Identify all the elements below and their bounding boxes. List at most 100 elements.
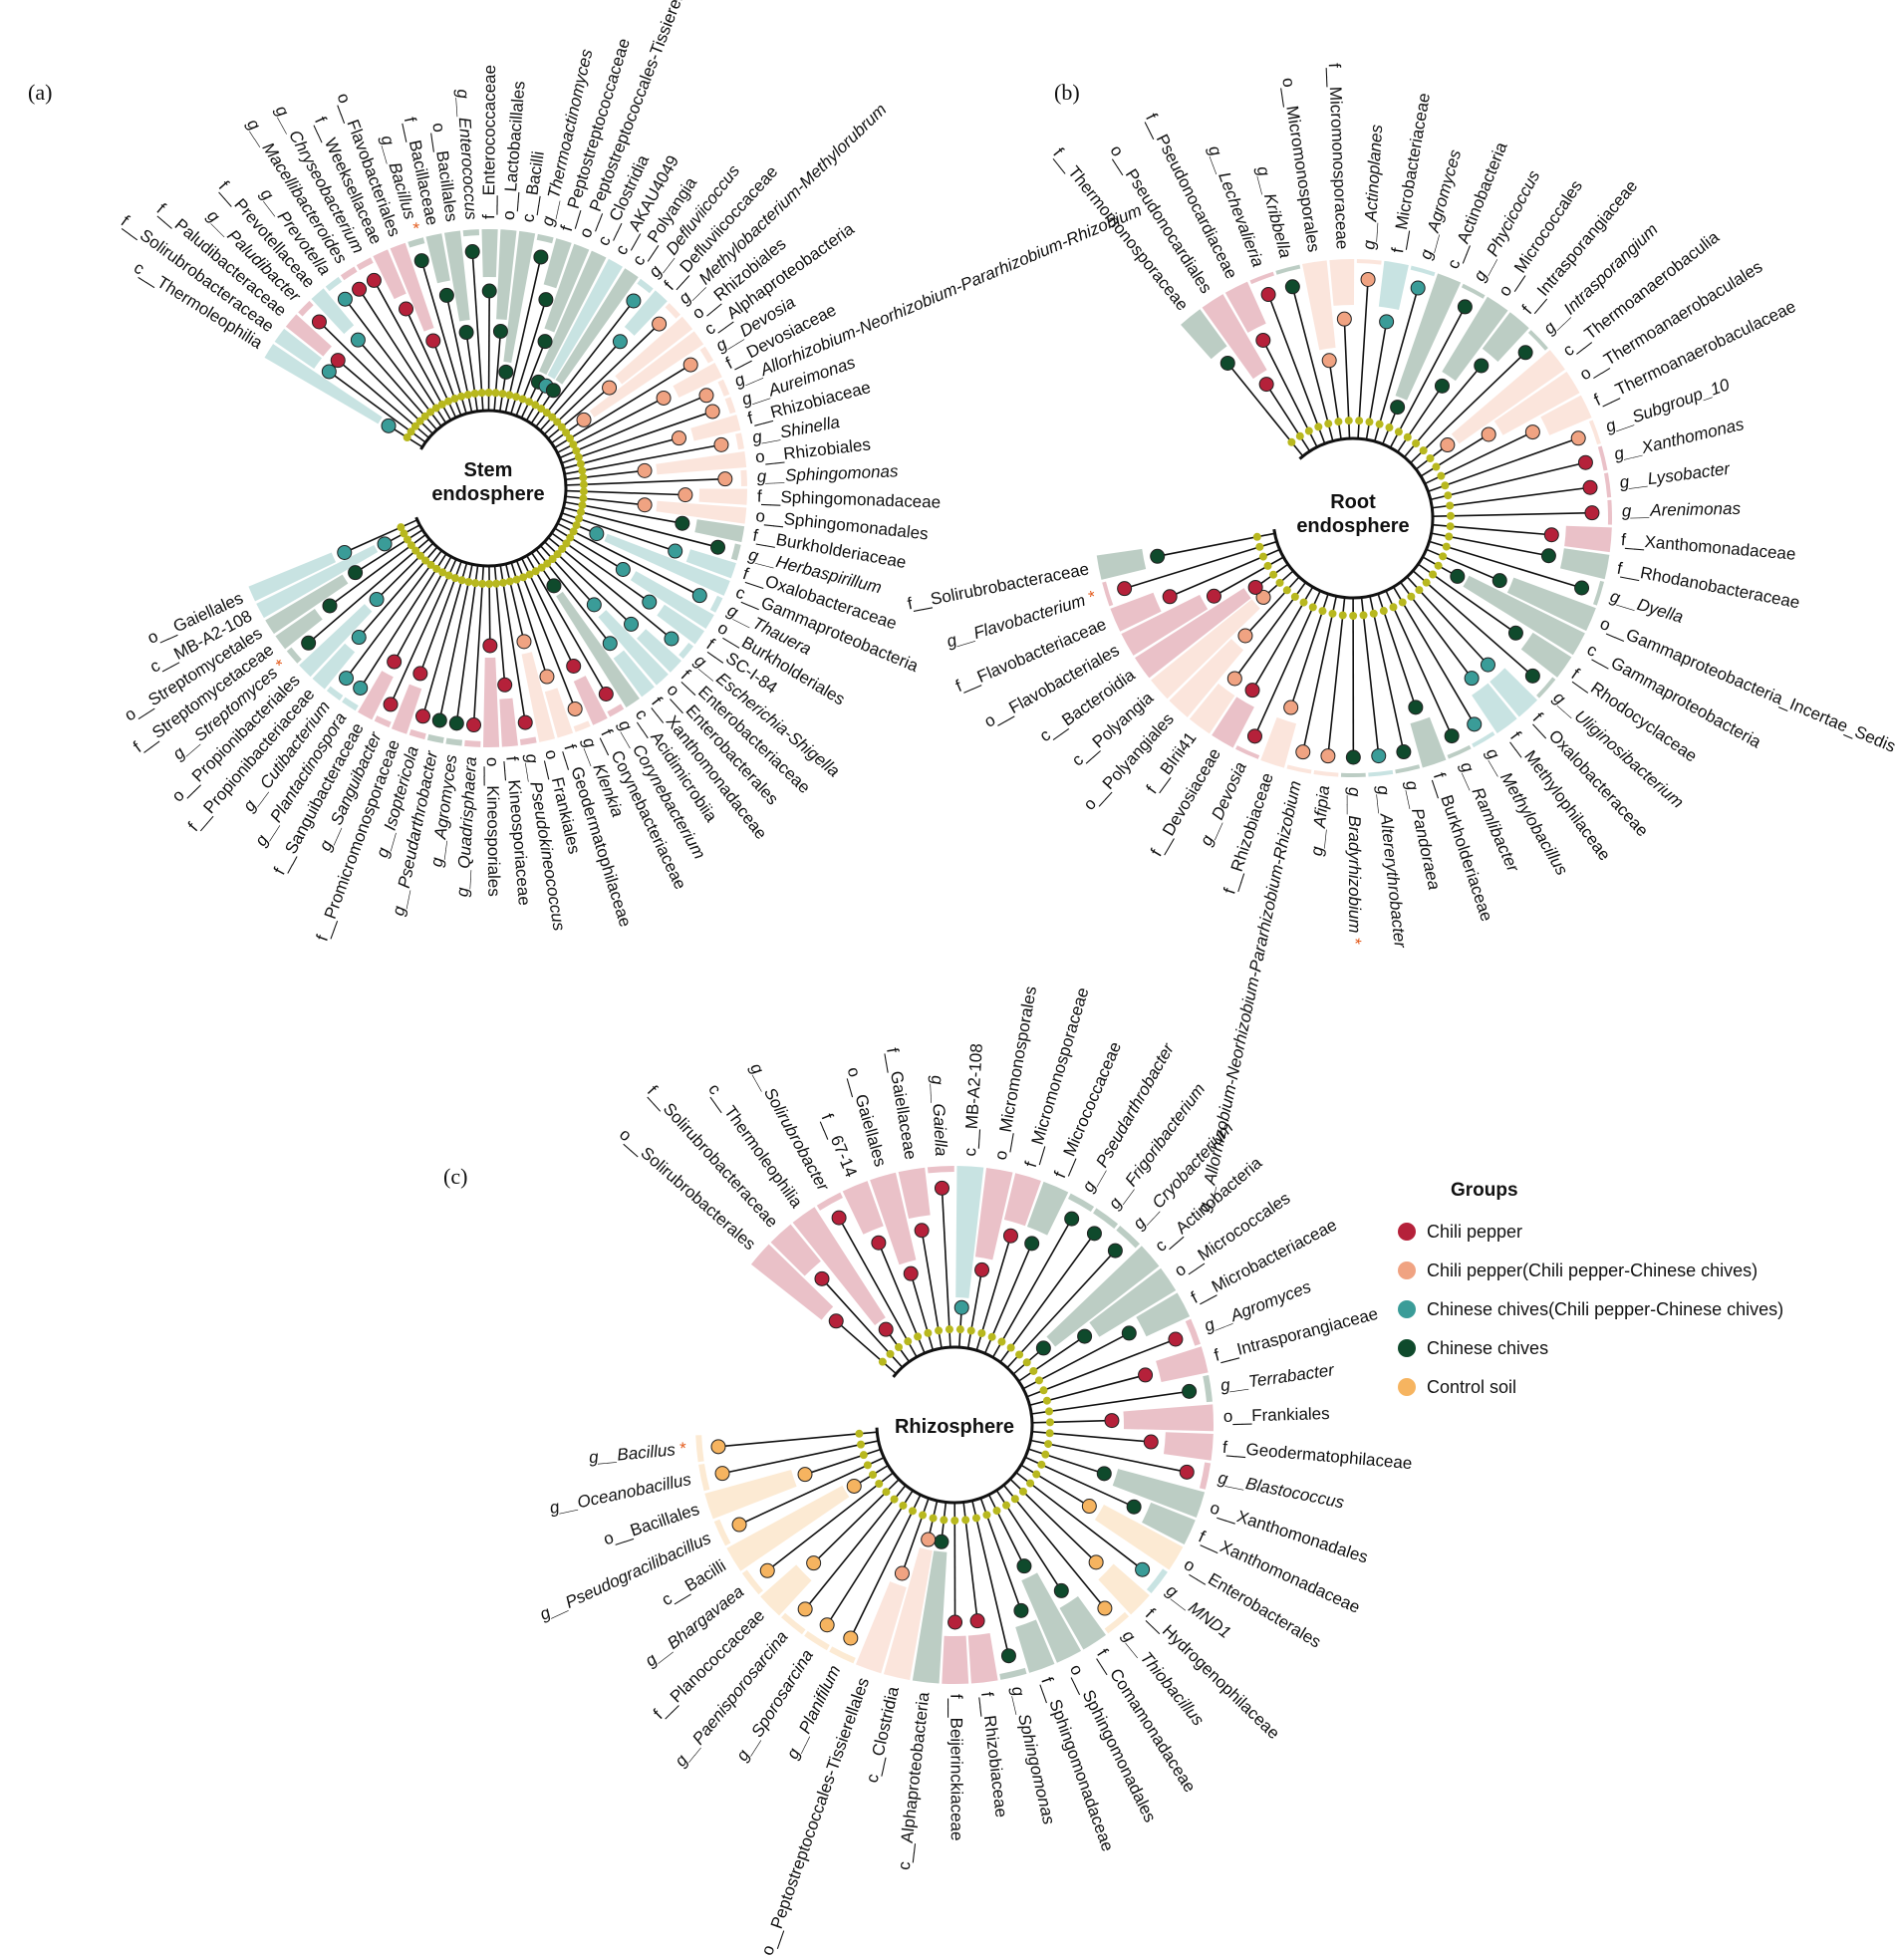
- clade-sector: [407, 237, 425, 248]
- biomarker-node: [948, 1614, 963, 1630]
- tree-node: [1426, 453, 1435, 462]
- biomarker-node: [682, 357, 698, 373]
- biomarker-node: [1543, 527, 1559, 543]
- panel-b-tree: [1117, 271, 1600, 765]
- biomarker-node: [903, 1265, 919, 1281]
- tree-node: [1308, 603, 1317, 612]
- clade-sector: [1378, 260, 1409, 311]
- clade-sector: [1136, 1292, 1191, 1337]
- clade-label-f-geodermatophilaceae: f__Geodermatophilaceae: [1221, 1438, 1413, 1473]
- tree-node: [1432, 462, 1441, 471]
- biomarker-node: [602, 636, 618, 652]
- tree-node: [919, 1511, 928, 1520]
- clade-sector: [1493, 372, 1580, 435]
- legend-swatch-chili-pepper-chili-pepper-chinese-chives: [1398, 1261, 1416, 1279]
- tree-node: [1444, 491, 1453, 500]
- clade-label-f-micromonosporaceae: f__Micromonosporaceae: [1325, 63, 1352, 250]
- biomarker-node: [1540, 548, 1556, 564]
- clade-sector: [425, 233, 450, 284]
- tree-node: [1022, 1358, 1031, 1367]
- tree-branch: [1327, 597, 1346, 756]
- tree-node: [431, 404, 440, 413]
- clade-sector: [726, 1485, 850, 1571]
- clade-sector: [1169, 639, 1244, 717]
- clade-sector: [1607, 499, 1612, 525]
- biomarker-node: [1168, 1331, 1184, 1347]
- clade-sector: [1340, 772, 1366, 777]
- tree-node: [492, 579, 501, 588]
- clade-sector: [898, 1167, 931, 1220]
- clade-sector: [912, 1550, 948, 1684]
- clade-sector: [870, 1172, 917, 1265]
- clade-sector: [1368, 769, 1394, 777]
- clade-sector: [842, 1181, 884, 1235]
- tree-branch: [465, 332, 478, 412]
- tree-node: [579, 473, 588, 482]
- biomarker-node: [431, 712, 447, 728]
- clade-sector: [1356, 259, 1382, 265]
- tree-node: [548, 413, 557, 421]
- clade-sector: [285, 314, 332, 357]
- clade-sector: [1146, 1568, 1168, 1594]
- biomarker-node: [353, 680, 369, 696]
- clade-sector: [1110, 592, 1162, 632]
- clade-sector: [1224, 281, 1266, 333]
- tree-node: [1295, 431, 1304, 440]
- biomarker-node: [1097, 1600, 1113, 1616]
- tree-node: [971, 1514, 980, 1523]
- clade-sector: [445, 737, 463, 746]
- clade-sector: [1410, 265, 1436, 277]
- biomarker-node: [934, 1534, 949, 1549]
- tree-branch: [991, 1218, 1073, 1358]
- tree-node: [1258, 552, 1267, 561]
- panel-a-sectors: [248, 229, 747, 747]
- tree-node: [505, 391, 514, 400]
- tree-branch: [1031, 1390, 1190, 1415]
- biomarker-node: [624, 616, 640, 632]
- tree-branch: [373, 280, 452, 421]
- tree-node: [1328, 609, 1337, 618]
- clade-label-g-arenimonas: g__Arenimonas: [1622, 499, 1742, 521]
- biomarker-node: [656, 390, 672, 406]
- biomarker-node: [1524, 424, 1540, 440]
- biomarker-node: [497, 677, 513, 693]
- tree-branch: [1412, 570, 1533, 677]
- biomarker-node: [1480, 657, 1495, 673]
- tree-node: [1439, 552, 1448, 561]
- biomarker-node: [675, 515, 690, 531]
- biomarker-node: [1035, 1340, 1051, 1356]
- tree-node: [1045, 1407, 1054, 1416]
- tree-branch: [547, 536, 673, 640]
- biomarker-node: [1150, 548, 1166, 564]
- clade-sector: [698, 1463, 710, 1492]
- clade-sector: [1489, 668, 1538, 717]
- clade-sector: [604, 533, 730, 596]
- biomarker-node: [1360, 271, 1376, 287]
- biomarker-node: [1086, 1226, 1102, 1242]
- tree-node: [575, 514, 584, 523]
- biomarker-node: [337, 291, 353, 307]
- tree-node: [572, 521, 581, 530]
- clade-sector: [1302, 260, 1336, 351]
- legend-swatch-control-soil: [1398, 1378, 1416, 1396]
- clade-sector: [1021, 1572, 1082, 1663]
- tree-branch: [565, 477, 725, 486]
- tree-node: [542, 409, 551, 418]
- biomarker-node: [464, 244, 480, 260]
- tree-node: [1324, 420, 1333, 428]
- biomarker-node: [615, 562, 631, 578]
- clade-sector: [1212, 697, 1254, 748]
- panel-b-sectors: [1096, 259, 1612, 777]
- legend-swatch-chinese-chives: [1398, 1339, 1416, 1357]
- biomarker-node: [1345, 749, 1361, 765]
- clade-label-g-bhargavaea: g__Bhargavaea: [642, 1582, 747, 1671]
- tree-node: [415, 551, 424, 560]
- tree-node: [525, 570, 534, 579]
- tree-node: [1026, 1479, 1035, 1488]
- tree-node: [914, 1332, 923, 1341]
- tree-node: [463, 391, 472, 400]
- tree-branch: [1432, 511, 1592, 518]
- biomarker-node: [1096, 1466, 1112, 1482]
- tree-node: [987, 1332, 996, 1341]
- tree-node: [1379, 607, 1388, 616]
